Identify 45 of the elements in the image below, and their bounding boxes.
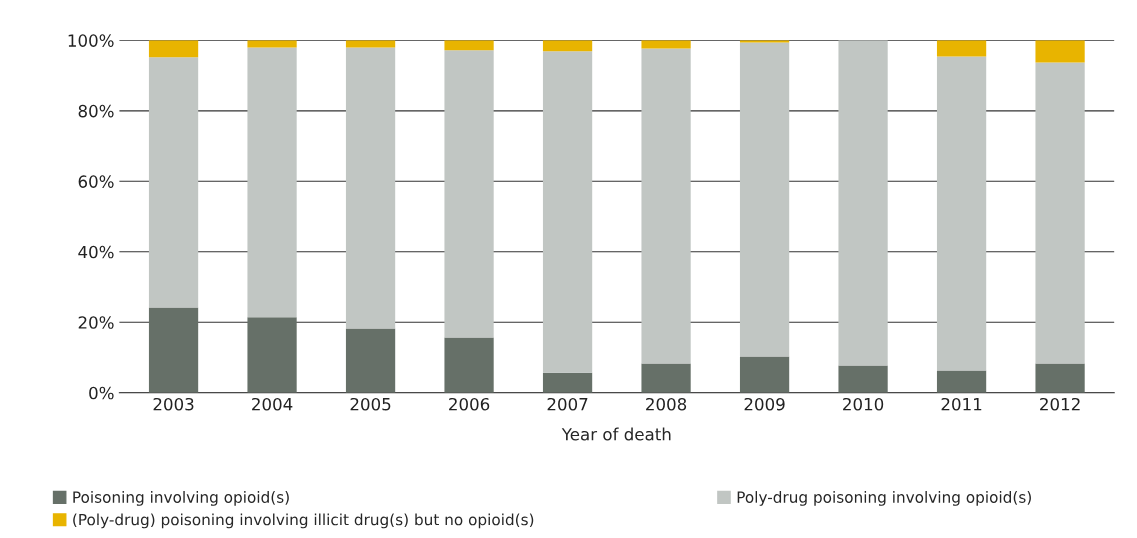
bar: [148, 307, 199, 393]
bar: [444, 40, 494, 51]
x-tick-label: 2012: [1040, 397, 1080, 411]
bar: [739, 42, 790, 357]
x-tick-label: 2010: [843, 397, 884, 411]
x-tick-label: 2006: [449, 397, 490, 411]
bar: [838, 365, 888, 393]
bar: [936, 56, 987, 371]
bar: [247, 47, 297, 318]
bar: [247, 317, 297, 393]
bar: [542, 40, 593, 52]
x-axis-title: Year of death: [561, 427, 671, 441]
y-tick-label: 0%: [89, 386, 114, 400]
x-tick-label: 2008: [646, 397, 687, 411]
legend-label: Poisoning involving opioid(s): [73, 491, 289, 506]
bar: [739, 356, 790, 393]
legend-label: Poly-drug poisoning involving opioid(s): [737, 491, 1031, 506]
bar: [936, 370, 987, 393]
bar: [1035, 62, 1085, 364]
x-tick-label: 2007: [547, 397, 588, 411]
bar: [542, 51, 593, 373]
bar: [148, 40, 199, 58]
bar: [1035, 40, 1085, 63]
bar: [1035, 363, 1085, 393]
y-tick-label: 40%: [78, 245, 114, 259]
bar: [542, 372, 593, 393]
bar: [444, 337, 494, 393]
x-tick-label: 2009: [744, 397, 785, 411]
y-tick-label: 100%: [68, 34, 114, 47]
bar: [148, 57, 199, 308]
y-tick-label: 20%: [78, 316, 114, 329]
bar: [641, 363, 691, 393]
x-tick-label: 2005: [350, 397, 391, 411]
y-tick-label: 60%: [78, 175, 114, 188]
bar: [444, 50, 494, 338]
y-tick-label: 80%: [78, 104, 114, 118]
x-tick-label: 2003: [153, 397, 194, 411]
bar: [345, 328, 396, 393]
bar: [345, 47, 396, 329]
legend-label: (Poly-drug) poisoning involving illicit drug(s) but no opioid(s): [73, 513, 534, 529]
bar: [936, 40, 987, 57]
x-tick-label: 2004: [252, 397, 293, 411]
bar: [641, 48, 691, 364]
bar: [838, 40, 888, 366]
x-tick-label: 2011: [941, 397, 982, 411]
